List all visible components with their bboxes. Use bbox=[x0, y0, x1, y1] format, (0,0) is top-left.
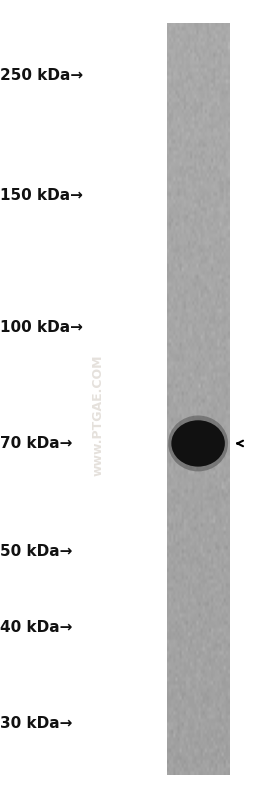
Text: 50 kDa→: 50 kDa→ bbox=[0, 544, 72, 559]
Text: 250 kDa→: 250 kDa→ bbox=[0, 69, 83, 83]
Text: 30 kDa→: 30 kDa→ bbox=[0, 716, 72, 730]
Text: 40 kDa→: 40 kDa→ bbox=[0, 620, 72, 634]
Ellipse shape bbox=[171, 420, 225, 467]
Text: 150 kDa→: 150 kDa→ bbox=[0, 189, 83, 203]
Text: 70 kDa→: 70 kDa→ bbox=[0, 436, 72, 451]
Ellipse shape bbox=[168, 415, 228, 471]
Text: 100 kDa→: 100 kDa→ bbox=[0, 320, 83, 335]
Text: www.PTGAE.COM: www.PTGAE.COM bbox=[92, 355, 104, 476]
